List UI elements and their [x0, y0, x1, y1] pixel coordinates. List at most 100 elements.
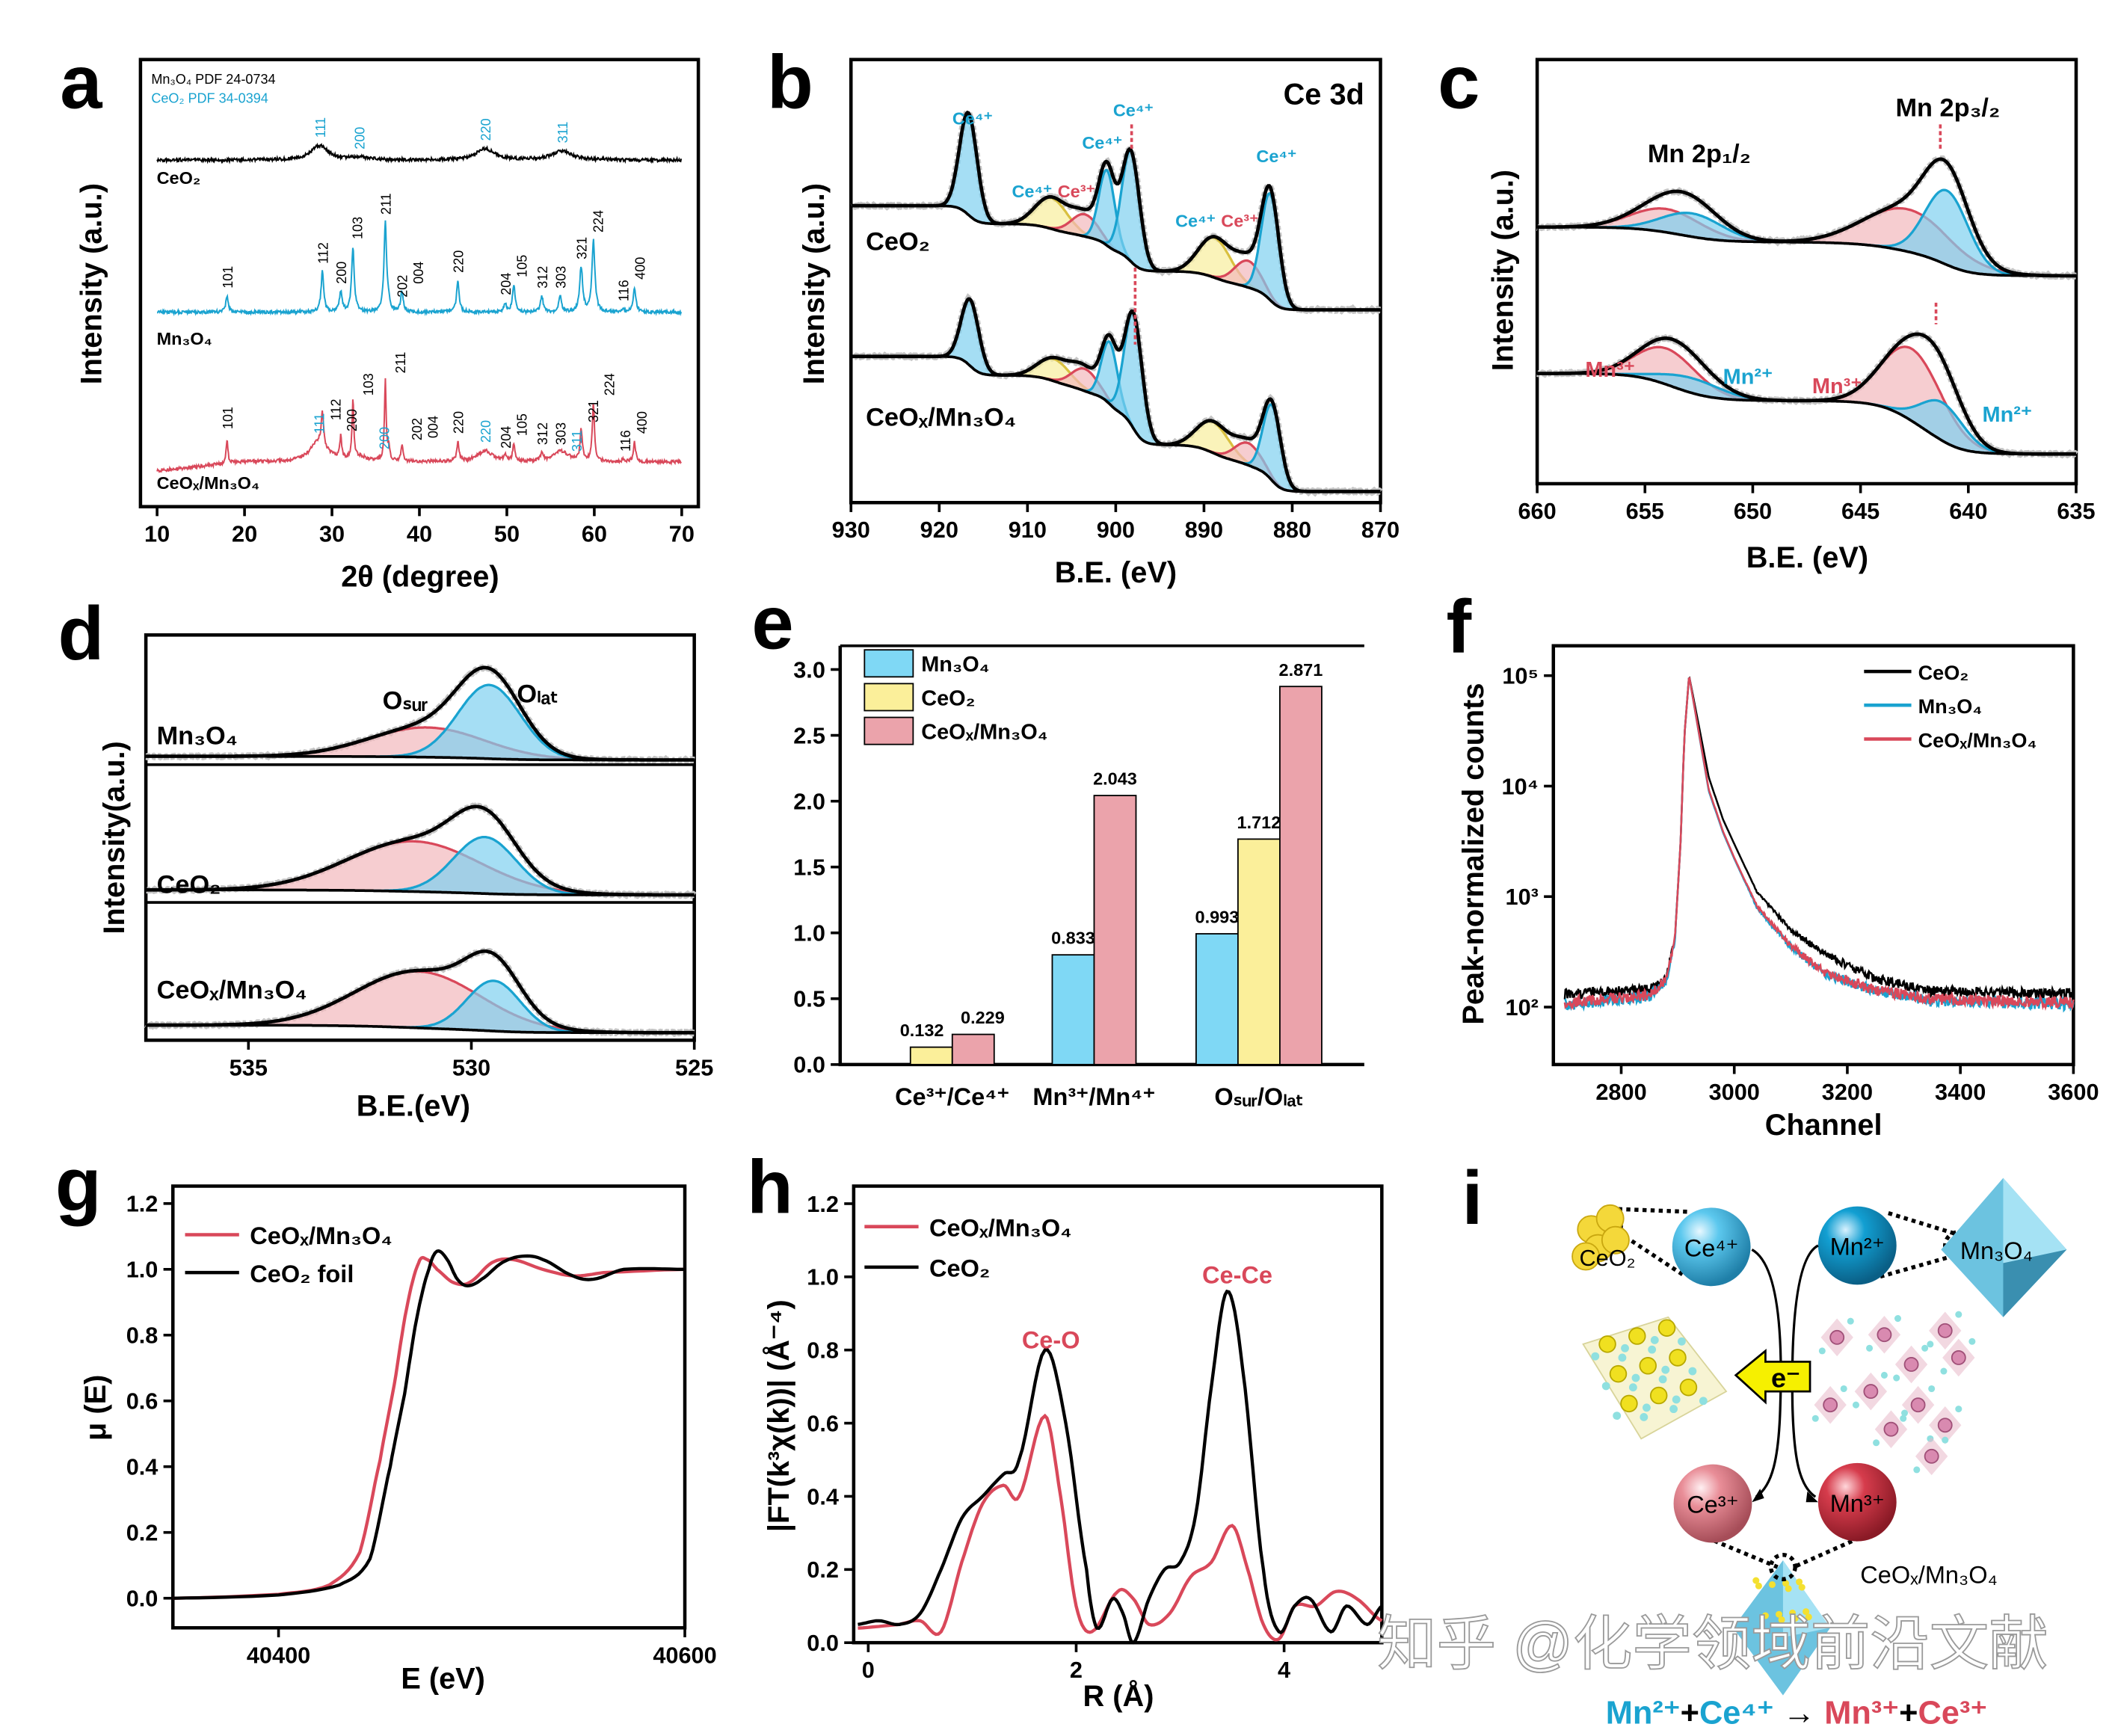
x-tick-label: 890 [1185, 517, 1223, 543]
peak-label: 311 [555, 122, 570, 144]
fit-envelope [146, 804, 695, 897]
peak-label: 112 [315, 242, 330, 264]
x-tick-label: 870 [1361, 517, 1400, 543]
peak-label: 202 [395, 275, 410, 298]
fit-component-fill [991, 358, 1117, 410]
peak-label: 200 [345, 409, 360, 431]
fit-component-fill [1196, 442, 1302, 492]
fit-component-fill [1032, 368, 1137, 434]
ceox-dot [1755, 1582, 1762, 1589]
peak-label: 220 [452, 250, 467, 273]
bar [951, 1033, 995, 1065]
peak-label: 111 [313, 413, 327, 434]
peak-label: 311 [570, 430, 585, 452]
octahedron-face [2003, 1178, 2067, 1263]
y-tick-label: 1.2 [807, 1191, 839, 1217]
peak-annotation: Ce⁴⁺ [1175, 212, 1216, 231]
fit-component-fill [146, 841, 680, 895]
series-label: Mn₃O₄ [157, 722, 238, 751]
x-tick-label: 920 [920, 517, 958, 543]
legend-label: CeOₓ/Mn₃O₄ [921, 720, 1047, 744]
electron-transfer-arrow-icon [1734, 1349, 1811, 1405]
fit-component-fill [1571, 212, 1812, 243]
y-axis-label: Intensity (a.u.) [76, 183, 108, 384]
x-axis-label: B.E.(eV) [357, 1090, 470, 1123]
legend-swatch [863, 683, 914, 712]
panel-g-axes: 40400 40600 0.0 0.2 0.4 0.6 0.8 1.0 1.2 CeOₓ/Mn₃O… [126, 1184, 717, 1668]
fit-envelope [852, 110, 1381, 312]
y-axis-label: |FT(k³χ(k))| (Å⁻⁴) [762, 1299, 795, 1532]
x-tick-label: 640 [1949, 498, 1987, 524]
fit-envelope [1537, 157, 2076, 278]
fit-component-fill [1151, 237, 1278, 307]
peak-annotation: Mn³⁺ [1812, 375, 1862, 398]
fit-envelope [852, 297, 1381, 493]
y-tick-label: 0.8 [126, 1323, 158, 1349]
peak-label: 224 [591, 210, 606, 233]
bar-value-label: 0.993 [1195, 908, 1240, 927]
legend-label: CeO₂ [921, 686, 975, 710]
panel-label-c: c [1438, 40, 1480, 125]
peak-label: 200 [334, 262, 349, 284]
peak-label: 004 [425, 416, 440, 438]
plot-frame [852, 1184, 1384, 1645]
fit-component-fill [1860, 190, 2032, 276]
y-tick-label: 0.0 [807, 1630, 839, 1656]
y-tick-label: 0.6 [807, 1410, 839, 1436]
ceo2-particle-icon [1601, 1225, 1630, 1255]
fit-component-fill [1571, 373, 1812, 401]
panel-label-b: b [767, 40, 813, 125]
panel-h-axes: 0 2 4 0.0 0.2 0.4 0.6 0.8 1.0 1.2 CeOₓ/Mn₃O₄ CeO₂ Ce… [807, 1184, 1384, 1683]
equation-term: Ce⁴⁺ [1699, 1696, 1774, 1732]
x-tick-label: 655 [1626, 498, 1664, 524]
panel-label-g: g [55, 1142, 102, 1227]
bar [1195, 933, 1239, 1065]
series-label: CeOₓ/Mn₃O₄ [157, 976, 307, 1004]
y-tick-label: 3.0 [793, 656, 825, 683]
peak-label: 101 [221, 407, 235, 429]
ion-label: Mn²⁺ [1830, 1234, 1885, 1261]
panel-e-axes: 0.0 0.5 1.0 1.5 2.0 2.5 3.0 Ce³⁺/Ce⁴⁺ 0.132 0.229… [793, 644, 1364, 1110]
decay-curve-2 [1563, 677, 2075, 1012]
series-label: CeOₓ/Mn₃O₄ [157, 473, 260, 493]
material-label-ceo2: CeO₂ [1580, 1245, 1636, 1271]
peak-label: 321 [575, 237, 590, 259]
peak-label: 004 [411, 262, 426, 284]
x-tick-label: 530 [452, 1054, 490, 1080]
material-label-mn3o4: Mn₃O₄ [1960, 1237, 2033, 1264]
fit-component-fill [360, 837, 609, 895]
legend-label: Mn₃O₄ [921, 653, 989, 677]
peak-annotation-osur: Oₛᵤᵣ [383, 687, 428, 715]
raw-data-points [1536, 330, 2078, 460]
series-line-1 [858, 1289, 1383, 1645]
x-axis-label: Channel [1765, 1109, 1883, 1142]
peak-label: 116 [617, 280, 632, 301]
x-tick-label: 4 [1278, 1657, 1290, 1683]
y-tick-label: 10⁴ [1502, 773, 1539, 799]
x-tick-label: 50 [494, 521, 520, 547]
panel-c-axes: 660 655 650 645 640 635 Mn 2p₁/₂ Mn 2p₃/₂ Mn³⁺ Mn… [1518, 58, 2096, 524]
x-tick-label: 635 [2057, 498, 2095, 524]
fit-envelope [146, 949, 695, 1035]
y-axis-label: Peak-normalized counts [1457, 683, 1490, 1024]
peak-annotation: Ce³⁺ [1058, 182, 1095, 201]
decay-curve-0 [1563, 676, 2074, 1000]
ceox-dot [1803, 1608, 1810, 1616]
equation-term: + [1681, 1696, 1699, 1732]
peak-label: 103 [351, 217, 366, 239]
x-tick-label: 40 [407, 521, 432, 547]
dotted-circle [1768, 1553, 1797, 1581]
ceo2-particle-icon [1571, 1242, 1601, 1271]
fit-component-fill [387, 980, 600, 1033]
electron-label: e⁻ [1771, 1363, 1800, 1394]
fit-component-fill [1095, 150, 1166, 271]
peak-annotation: Mn³⁺ [1585, 358, 1635, 382]
ceox-dot [1785, 1585, 1792, 1592]
y-tick-label: 10³ [1506, 884, 1539, 910]
ceox-dot [1798, 1583, 1805, 1591]
y-tick-label: 1.5 [793, 855, 825, 881]
peak-label: 105 [515, 413, 530, 436]
ceo2-crystal-structure-icon [1582, 1316, 1728, 1440]
panel-f-axes: 2800 3000 3200 3400 3600 10² 10³ 10⁴ 10⁵ CeO₂ Mn₃O… [1502, 644, 2099, 1105]
